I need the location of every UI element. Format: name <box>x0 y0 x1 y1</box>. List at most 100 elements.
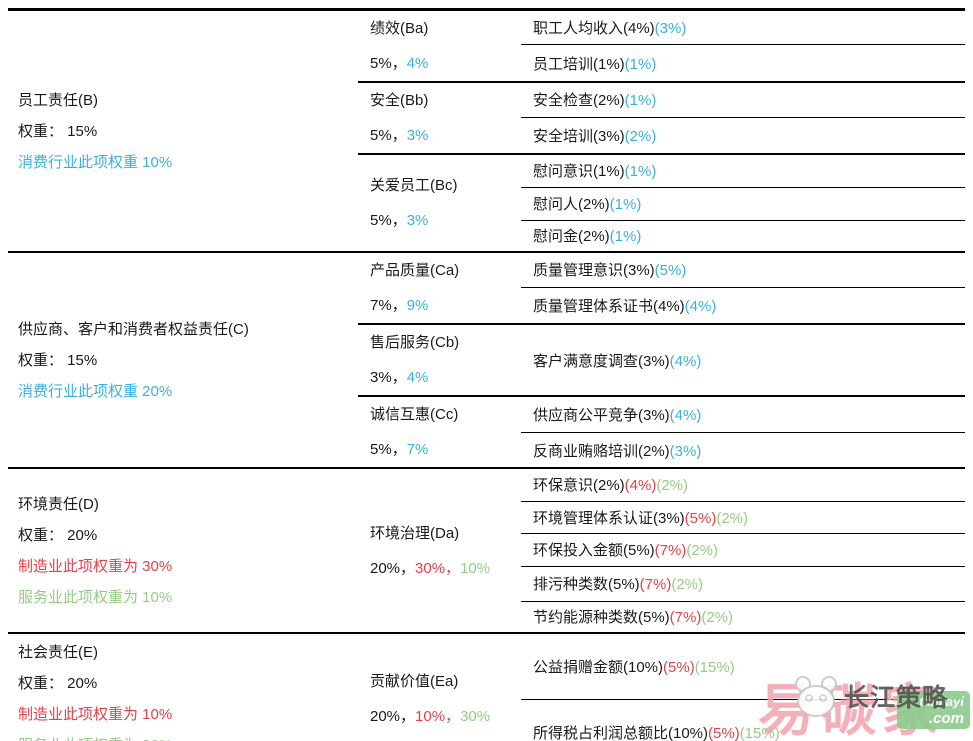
value-base: 3%， <box>370 369 407 386</box>
indicator-alt-services: (2%) <box>671 576 704 593</box>
value-consumer: 4% <box>406 55 429 72</box>
indicator-cell: 安全培训(3%)(2%) <box>521 116 965 154</box>
indicator-base: 排污种类数(5%) <box>533 576 640 593</box>
indicator-alt-manufacturing: (4%) <box>624 477 657 495</box>
indicator-alt-consumer: (2%) <box>624 127 657 145</box>
indicator-alt-manufacturing: (7%) <box>639 576 672 593</box>
table-row: 慰问人(2%)(1%) <box>8 186 965 220</box>
subcategory-name: 诚信互惠(Cc) <box>370 406 459 423</box>
table-row: 所得税占利润总额比(10%)(5%)(15%) <box>8 698 965 741</box>
category-note-manufacturing: 制造业此项权重为 10% <box>18 706 173 724</box>
watermark-site-line1: tanjiayi <box>919 694 964 709</box>
indicator-alt-consumer: (5%) <box>654 262 687 280</box>
indicator-cell: 环境管理体系认证(3%)(5%)(2%) <box>521 500 965 533</box>
category-note-consumer: 消费行业此项权重 10% <box>18 153 173 171</box>
subcategory-cell-bc: 关爱员工(Bc) 5%，3% <box>358 153 521 252</box>
value-consumer: 4% <box>406 369 429 386</box>
value-base: 20%， <box>370 559 416 577</box>
value-base: 5%， <box>370 55 407 72</box>
table-row: 员工责任(B) 权重： 15% 消费行业此项权重 10% 绩效(Ba) 5%，4… <box>8 10 965 171</box>
indicator-alt-manufacturing: (7%) <box>654 542 687 559</box>
indicator-alt-consumer: (1%) <box>624 92 657 110</box>
indicator-alt-services: (2%) <box>701 609 734 627</box>
indicator-base: 环保意识(2%) <box>533 477 625 495</box>
subcategory-values: 5%，3% <box>370 118 521 153</box>
indicator-alt-consumer: (4%) <box>669 352 702 370</box>
value-base: 7%， <box>370 297 407 314</box>
category-cell-d: 环境责任(D) 权重： 20% 制造业此项权重为 30% 服务业此项权重为 10… <box>8 467 358 633</box>
indicator-alt-manufacturing: (5%) <box>684 509 717 527</box>
category-title: 环境责任(D) <box>18 495 99 513</box>
category-note-consumer: 消费行业此项权重 20% <box>18 382 173 400</box>
indicator-alt-consumer: (1%) <box>609 228 642 246</box>
subcategory-values: 7%，9% <box>370 288 521 323</box>
category-cell-b: 员工责任(B) 权重： 15% 消费行业此项权重 10% <box>8 10 358 253</box>
indicator-cell: 员工培训(1%)(1%) <box>521 44 965 82</box>
panda-logo-icon <box>795 676 837 717</box>
indicator-alt-services: (2%) <box>686 542 719 559</box>
value-consumer: 7% <box>406 441 429 458</box>
subcategory-values: 20%，30%，10% <box>370 551 521 586</box>
subcategory-cell-bb: 安全(Bb) 5%，3% <box>358 81 521 154</box>
indicator-base: 反商业贿赂培训(2%) <box>533 442 670 460</box>
table-row: 环境责任(D) 权重： 20% 制造业此项权重为 30% 服务业此项权重为 10… <box>8 467 965 633</box>
value-services: 30% <box>460 708 491 726</box>
indicator-cell: 反商业贿赂培训(2%)(3%) <box>521 432 965 468</box>
value-consumer: 9% <box>406 297 429 314</box>
table-row: 诚信互惠(Cc) 5%，7% 供应商公平竞争(3%)(4%) <box>8 395 965 468</box>
indicator-cell: 慰问人(2%)(1%) <box>521 186 965 220</box>
category-weight: 权重： 15% <box>18 122 98 140</box>
subcategory-values: 5%，3% <box>370 203 521 238</box>
indicator-cell: 供应商公平竞争(3%)(4%) <box>521 395 965 433</box>
subcategory-name: 环境治理(Da) <box>370 524 460 542</box>
indicator-alt-services: (15%) <box>694 658 735 676</box>
subcategory-cell-cb: 售后服务(Cb) 3%，4% <box>358 323 521 396</box>
subcategory-name: 售后服务(Cb) <box>370 334 460 351</box>
category-cell-e: 社会责任(E) 权重： 20% 制造业此项权重为 10% 服务业此项权重为 30… <box>8 632 358 741</box>
indicator-alt-consumer: (1%) <box>609 196 642 213</box>
table-row: 质量管理体系证书(4%)(4%) <box>8 286 965 324</box>
category-note-services: 服务业此项权重为 30% <box>18 730 358 741</box>
indicator-alt-consumer: (3%) <box>669 442 702 460</box>
indicator-base: 质量管理意识(3%) <box>533 262 655 280</box>
indicator-alt-services: (15%) <box>739 724 780 741</box>
category-weight: 权重： 15% <box>18 351 98 369</box>
indicator-alt-consumer: (3%) <box>654 20 687 38</box>
indicator-base: 节约能源种类数(5%) <box>533 609 670 627</box>
value-base: 5%， <box>370 212 407 229</box>
table-wrapper: 员工责任(B) 权重： 15% 消费行业此项权重 10% 绩效(Ba) 5%，4… <box>8 8 965 741</box>
table-row: 反商业贿赂培训(2%)(3%) <box>8 432 965 468</box>
indicator-base: 客户满意度调查(3%) <box>533 352 670 370</box>
indicator-cell: 公益捐赠金额(10%)(5%)(15%) <box>521 632 965 699</box>
value-manufacturing: 10%， <box>415 708 461 726</box>
indicator-base: 员工培训(1%) <box>533 55 625 73</box>
indicator-base: 慰问意识(1%) <box>533 163 625 181</box>
subcategory-cell-ea: 贡献价值(Ea) 20%，10%，30% <box>358 632 521 741</box>
category-weight: 权重： 20% <box>18 675 98 693</box>
indicator-cell: 节约能源种类数(5%)(7%)(2%) <box>521 600 965 633</box>
indicator-alt-consumer: (1%) <box>624 163 657 181</box>
subcategory-cell-cc: 诚信互惠(Cc) 5%，7% <box>358 395 521 468</box>
subcategory-values: 5%，7% <box>370 432 521 467</box>
subcategory-name: 产品质量(Ca) <box>370 262 460 279</box>
indicator-base: 慰问人(2%) <box>533 196 610 213</box>
value-base: 5%， <box>370 127 407 144</box>
indicator-alt-manufacturing: (5%) <box>708 724 740 741</box>
table-row: 安全培训(3%)(2%) <box>8 116 965 154</box>
indicator-base: 公益捐赠金额(10%) <box>533 658 664 676</box>
indicator-base: 慰问金(2%) <box>533 228 610 246</box>
indicator-alt-manufacturing: (5%) <box>663 658 695 676</box>
table-row: 社会责任(E) 权重： 20% 制造业此项权重为 10% 服务业此项权重为 30… <box>8 632 965 741</box>
indicator-alt-consumer: (1%) <box>624 55 657 73</box>
category-title: 供应商、客户和消费者权益责任(C) <box>18 320 249 338</box>
table-row: 慰问金(2%)(1%) <box>8 219 965 252</box>
indicator-base: 环境管理体系认证(3%) <box>533 509 685 527</box>
value-base: 5%， <box>370 441 407 458</box>
value-manufacturing: 30%， <box>415 559 461 577</box>
table-row: 关爱员工(Bc) 5%，3% 慰问意识(1%)(1%) <box>8 153 965 252</box>
indicator-base: 安全检查(2%) <box>533 92 625 110</box>
subcategory-name: 关爱员工(Bc) <box>370 177 458 194</box>
indicator-cell: 环保意识(2%)(4%)(2%) <box>521 467 965 501</box>
subcategory-values: 20%，10%，30% <box>370 699 521 734</box>
subcategory-cell-ca: 产品质量(Ca) 7%，9% <box>358 251 521 324</box>
